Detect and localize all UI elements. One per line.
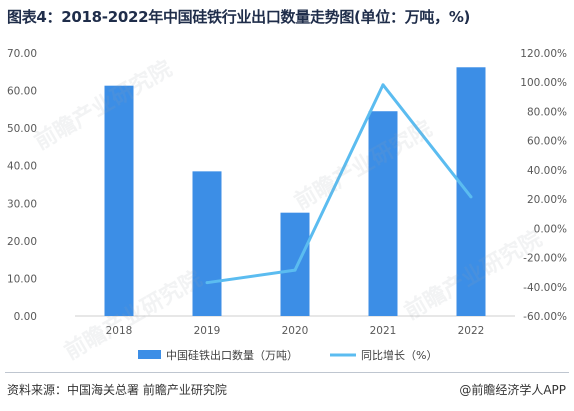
growth-point-2020 — [293, 268, 297, 272]
left-tick-label: 40.00 — [7, 161, 37, 173]
chart-title: 图表4：2018-2022年中国硅铁行业出口数量走势图(单位：万吨，%) — [7, 8, 471, 26]
legend-line-label: 同比增长（%） — [361, 348, 437, 362]
bar-2020 — [280, 212, 310, 316]
right-axis-ticks: -60.00% -40.00% -20.00% 0.00% 20.00% 40.00% 60… — [520, 48, 567, 323]
right-tick-label: 120.00% — [520, 48, 567, 60]
right-tick-label: -60.00% — [523, 311, 567, 323]
x-tick-label: 2019 — [194, 325, 221, 337]
growth-point-2019 — [205, 281, 209, 285]
left-tick-label: 70.00 — [7, 48, 37, 60]
left-tick-label: 30.00 — [7, 198, 37, 210]
legend-bar-label: 中国硅铁出口数量（万吨） — [166, 348, 298, 362]
right-tick-label: 40.00% — [527, 165, 567, 177]
left-tick-label: 50.00 — [7, 123, 37, 135]
left-tick-label: 60.00 — [7, 86, 37, 98]
left-tick-label: 0.00 — [14, 311, 37, 323]
legend-bar-swatch — [138, 350, 161, 359]
growth-line — [205, 83, 473, 285]
x-tick-label: 2018 — [106, 325, 133, 337]
x-tick-label: 2020 — [282, 325, 309, 337]
credit-note: @前瞻经济学人APP — [459, 383, 566, 397]
growth-point-2022 — [469, 195, 473, 199]
right-tick-label: 20.00% — [527, 194, 567, 206]
bar-2019 — [192, 171, 222, 316]
left-axis-ticks: 0.00 10.00 20.00 30.00 40.00 50.00 60.00 70.00 — [7, 48, 37, 323]
growth-point-2021 — [381, 83, 385, 87]
left-tick-label: 20.00 — [7, 236, 37, 248]
bars — [104, 67, 486, 317]
bar-2021 — [368, 111, 398, 316]
legend: 中国硅铁出口数量（万吨） 同比增长（%） — [138, 348, 437, 362]
right-tick-label: 60.00% — [527, 136, 567, 148]
bar-2022 — [456, 67, 486, 316]
x-axis-ticks: 2018 2019 2020 2021 2022 — [106, 325, 485, 337]
source-note: 资料来源：中国海关总署 前瞻产业研究院 — [7, 383, 227, 397]
x-tick-label: 2022 — [458, 325, 485, 337]
right-tick-label: -20.00% — [523, 253, 567, 265]
bar-2018 — [104, 85, 134, 317]
right-tick-label: -40.00% — [523, 282, 567, 294]
right-tick-label: 80.00% — [527, 106, 567, 118]
left-tick-label: 10.00 — [7, 273, 37, 285]
footer-divider — [5, 372, 569, 373]
x-tick-label: 2021 — [370, 325, 397, 337]
right-tick-label: 0.00% — [534, 223, 567, 235]
growth-line-path — [206, 83, 473, 285]
right-tick-label: 100.00% — [520, 77, 567, 89]
